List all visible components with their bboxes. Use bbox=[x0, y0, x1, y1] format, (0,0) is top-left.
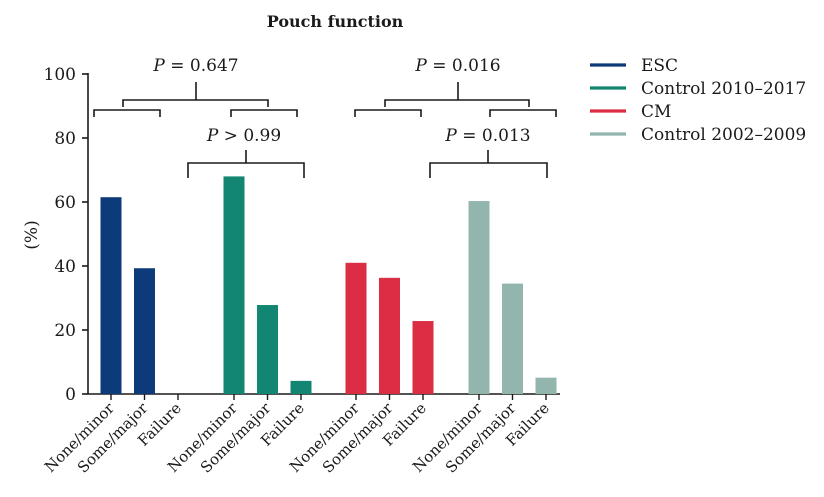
p-value-p2: P > 0.99 bbox=[206, 126, 281, 146]
legend-label-3: Control 2002–2009 bbox=[641, 125, 806, 145]
p-value-p1: P = 0.647 bbox=[152, 56, 238, 76]
bar-Control 2002–2009-Some/major bbox=[502, 283, 523, 394]
bar-Control 2002–2009-Failure bbox=[535, 377, 557, 394]
bracket-cm-upper bbox=[354, 109, 422, 117]
bracket-group2-upper bbox=[384, 99, 530, 107]
y-tick-label-60: 60 bbox=[54, 193, 76, 213]
bar-CM-None/minor bbox=[345, 262, 367, 394]
bracket-ctrl1017-upper bbox=[230, 109, 298, 117]
bar-ESC-None/minor bbox=[100, 197, 122, 394]
significance-brackets: P = 0.647 P > 0.99 P = 0.016 P = 0.013 bbox=[93, 56, 557, 178]
legend-label-1: Control 2010–2017 bbox=[641, 79, 806, 99]
y-tick-label-20: 20 bbox=[54, 321, 76, 341]
legend-label-2: CM bbox=[641, 102, 671, 122]
bar-CM-Failure bbox=[412, 321, 434, 394]
bar-CM-Some/major bbox=[379, 277, 400, 394]
bar-Control 2010–2017-None/minor bbox=[223, 176, 245, 394]
legend-label-0: ESC bbox=[641, 56, 678, 76]
y-axis-label: (%) bbox=[22, 220, 42, 249]
p-value-p3: P = 0.016 bbox=[414, 56, 500, 76]
y-tick-label-80: 80 bbox=[54, 129, 76, 149]
p-value-p4: P = 0.013 bbox=[444, 126, 530, 146]
axes: 0 20 40 60 80 100 bbox=[44, 65, 560, 405]
bar-Control 2010–2017-Failure bbox=[290, 380, 312, 394]
x-tick-labels: None/minorSome/majorFailureNone/minorSom… bbox=[41, 394, 553, 477]
bar-Control 2002–2009-None/minor bbox=[468, 201, 490, 394]
y-tick-label-100: 100 bbox=[44, 65, 76, 85]
y-tick-label-0: 0 bbox=[65, 385, 76, 405]
bracket-group1-failure bbox=[187, 162, 305, 178]
y-tick-label-40: 40 bbox=[54, 257, 76, 277]
bracket-group2-failure bbox=[429, 162, 548, 178]
legend: ESC Control 2010–2017 CM Control 2002–2009 bbox=[590, 56, 806, 145]
bar-ESC-Some/major bbox=[134, 268, 155, 394]
bars bbox=[100, 176, 557, 394]
bar-Control 2010–2017-Some/major bbox=[257, 305, 278, 394]
bracket-ctrl0209-upper bbox=[489, 109, 557, 117]
bracket-group1-upper bbox=[122, 99, 269, 107]
bracket-esc-upper bbox=[93, 109, 161, 117]
chart-title: Pouch function bbox=[267, 12, 404, 31]
